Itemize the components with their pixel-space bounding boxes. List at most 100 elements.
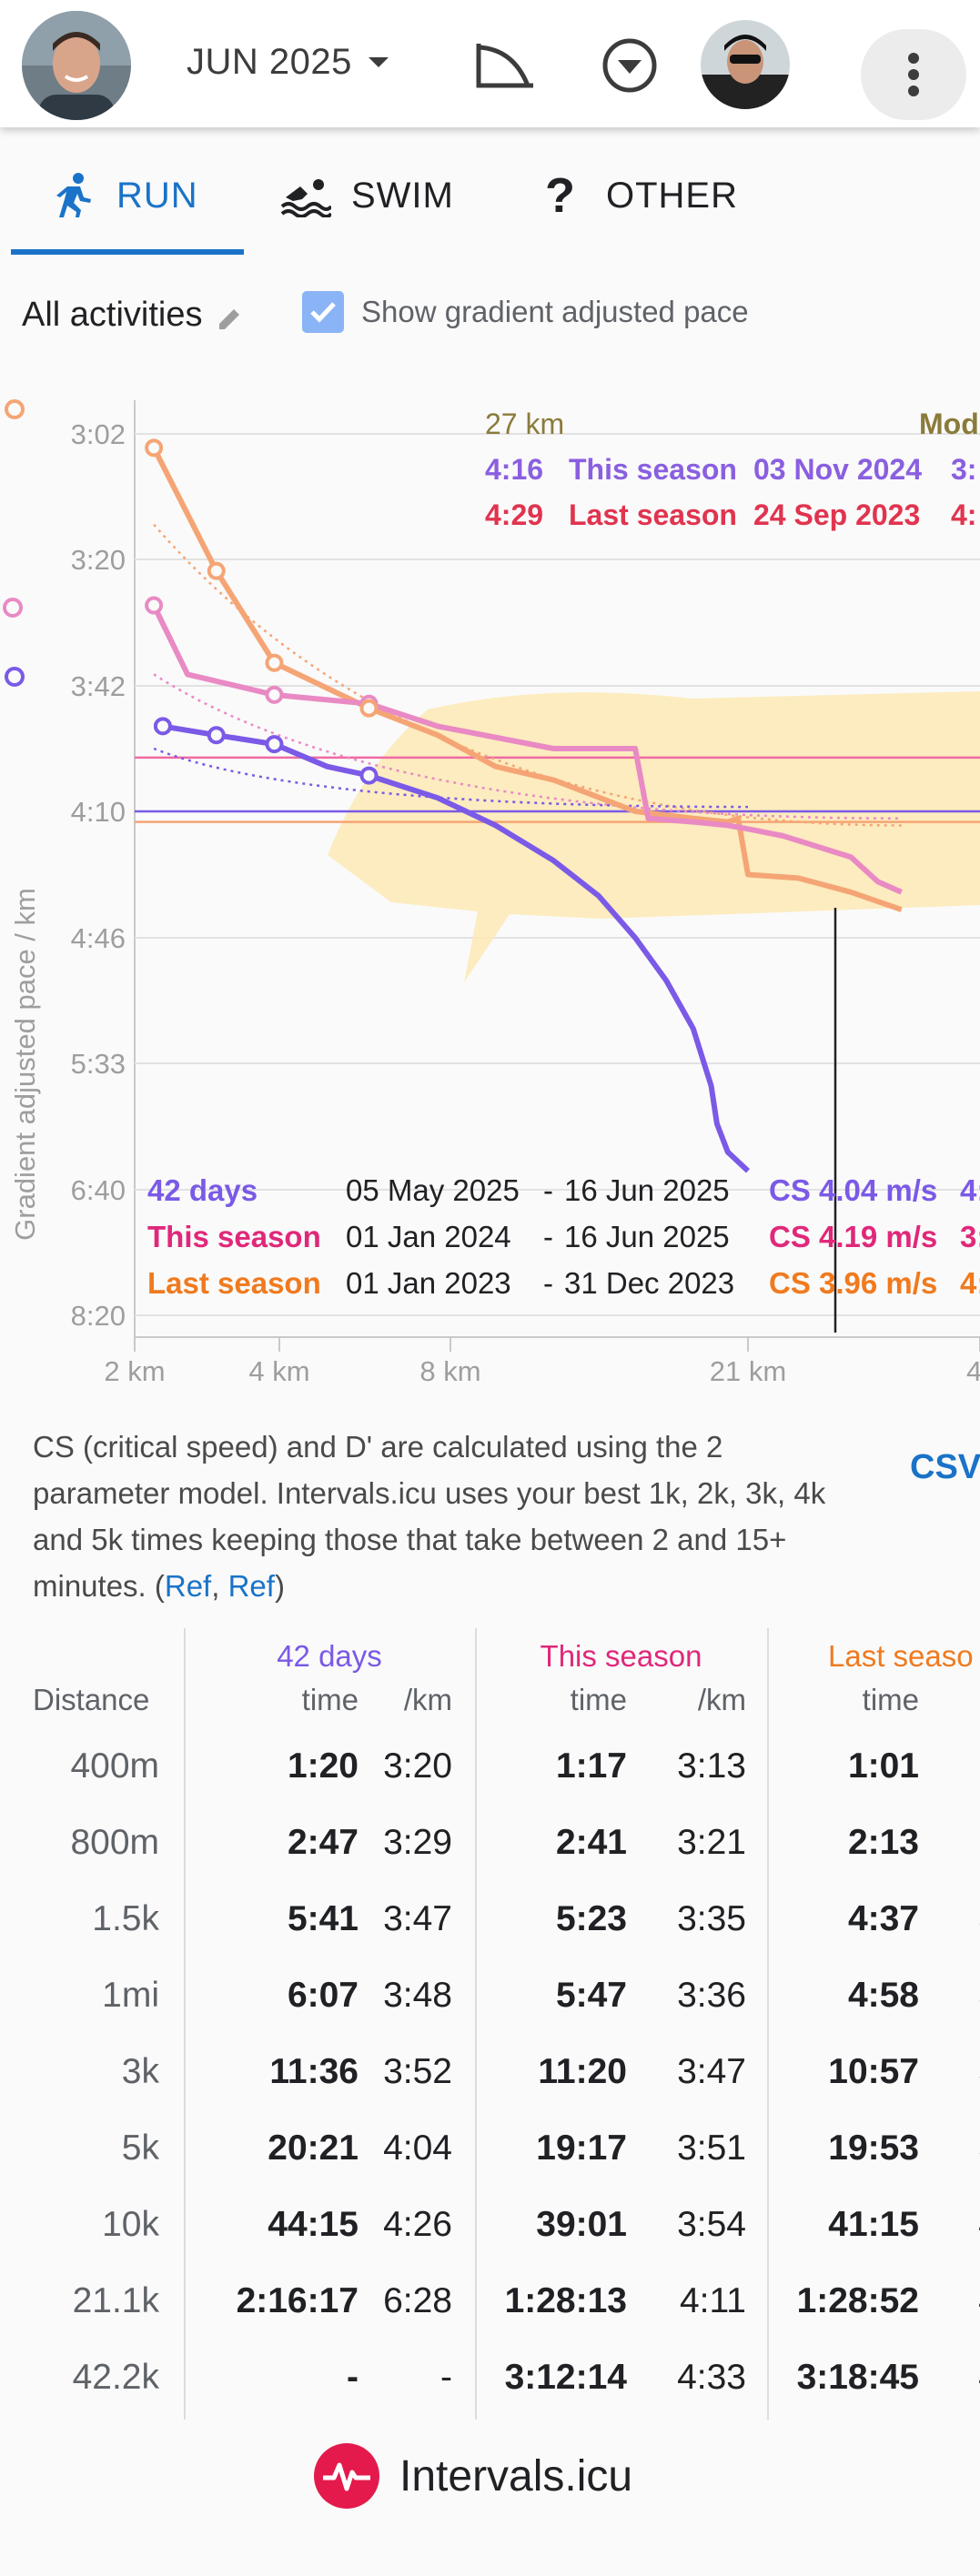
cyclist-avatar-photo [701,20,790,109]
data-point[interactable] [207,726,226,745]
legend-from: 01 Jan 2023 [346,1266,511,1300]
distance-cell: 800m [70,1823,159,1862]
tooltip-row-last-season: 4:29 Last season 24 Sep 2023 4: [485,498,976,531]
gap-checkbox-label: Show gradient adjusted pace [361,295,749,328]
time-header: time [570,1683,627,1716]
pace-cell: 3:51 [677,2128,746,2168]
more-vert-icon [908,53,919,96]
pace-cell: 3:21 [677,1823,746,1862]
pace-cell: 3 [978,2052,980,2092]
tab-other-label: OTHER [606,175,738,216]
tooltip-date: 24 Sep 2023 [753,498,920,531]
y-tick-label: 6:40 [71,1174,126,1206]
pace-cell: 3:48 [383,1976,452,2015]
ref-close: ) [274,1569,285,1603]
time-cell: 44:15 [268,2205,359,2244]
y-tick-label: 4:46 [71,922,126,954]
data-point[interactable] [145,438,164,458]
legend-to: 31 Dec 2023 [564,1266,734,1300]
question-icon: ? [545,168,576,223]
footer-brand[interactable]: Intervals.icu [314,2440,632,2512]
distance-cell: 5k [121,2128,159,2168]
tooltip-name: Last season [569,498,737,531]
time-cell: 1:20 [287,1746,359,1786]
distance-cell: 10k [102,2205,159,2244]
x-tick-label: 21 km [710,1355,786,1383]
swim-icon [280,179,331,217]
legend-name: Last season [147,1266,321,1300]
tooltip-row-this-season: 4:16 This season 03 Nov 2024 3: [485,453,976,486]
y-tick-label: 3:20 [71,544,126,576]
tooltip-name: This season [569,453,737,486]
distance-cell: 1.5k [92,1899,159,1938]
data-point[interactable] [359,766,379,785]
y-tick-label: 3:42 [71,670,126,702]
tooltip-cut: 3: [951,453,976,486]
time-cell: 19:17 [536,2128,627,2168]
fitted-curves [153,523,902,827]
tab-swim[interactable]: SWIM [280,173,454,218]
pace-cell: 4:04 [383,2128,452,2168]
data-point[interactable] [265,685,284,704]
sport-tabs: RUN SWIM ? OTHER [0,127,980,257]
pencil-icon[interactable] [216,306,243,333]
group-header-this-season: This season [540,1639,702,1673]
time-cell: 10:57 [828,2052,919,2091]
tab-run[interactable]: RUN [51,173,198,218]
pace-cell: 3:29 [383,1823,452,1862]
data-point[interactable] [145,596,164,615]
column-divider [475,1628,477,2420]
legend-to: 16 Jun 2025 [564,1173,730,1207]
time-cell: 1:28:52 [796,2281,919,2320]
series-marker-this-season [3,598,23,618]
legend-cut: 4: [960,1173,980,1207]
pace-cell: 3:47 [677,2052,746,2091]
athlete-avatar-photo [22,11,131,120]
pace-cell: 3:54 [677,2205,746,2244]
distance-cell: 1mi [102,1976,159,2015]
data-point[interactable] [359,699,379,718]
table-row: 3k 11:36 3:52 11:20 3:47 10:57 3 [0,2034,980,2110]
time-cell: 2:13 [847,1823,919,1862]
data-point[interactable] [265,653,284,672]
legend-sep: - [543,1266,553,1300]
pace-cell: 3:20 [383,1746,452,1786]
column-divider [767,1628,769,2420]
time-cell: 5:23 [555,1899,627,1938]
gap-checkbox[interactable] [302,291,344,333]
ref-link-2[interactable]: Ref [227,1569,275,1603]
curve-chart-icon[interactable] [473,38,539,97]
brand-name: Intervals.icu [399,2451,633,2501]
athlete-avatar[interactable] [22,11,131,120]
pace-chart[interactable]: 3:02 3:20 3:42 4:10 4:46 5:33 6:40 8:20 Gradien… [0,346,980,1383]
data-point[interactable] [265,735,284,754]
pace-header: /km [403,1683,452,1716]
cyclist-avatar[interactable] [701,20,790,109]
month-selector[interactable]: JUN 2025 [187,35,389,89]
tooltip-distance: 27 km [485,408,564,440]
activity-filter-label: All activities [22,295,203,334]
distance-header: Distance [33,1683,150,1716]
data-point[interactable] [153,717,172,736]
activity-filter[interactable]: All activities [22,289,243,340]
csv-download-link[interactable]: CSV [910,1448,980,1486]
critical-speed-lines [135,756,980,823]
legend-from: 01 Jan 2024 [346,1220,511,1253]
ref-link-1[interactable]: Ref [164,1569,212,1603]
time-cell: - [347,2358,359,2397]
tab-swim-label: SWIM [351,175,454,216]
y-tick-label: 4:10 [71,796,126,828]
time-cell: 41:15 [828,2205,919,2244]
more-options-button[interactable] [861,29,966,120]
time-cell: 19:53 [828,2128,919,2168]
group-header-last-season: Last seaso [828,1639,974,1673]
fit-curve [153,523,902,827]
series-marker-last-season [5,399,25,419]
time-cell: 20:21 [268,2128,359,2168]
dropdown-circle-icon[interactable] [601,36,659,99]
y-tick-label: 8:20 [71,1300,126,1332]
data-point[interactable] [207,561,226,580]
top-app-bar: JUN 2025 [0,0,980,127]
pace-cell: 3:52 [383,2052,452,2091]
tab-other[interactable]: ? OTHER [542,168,738,223]
